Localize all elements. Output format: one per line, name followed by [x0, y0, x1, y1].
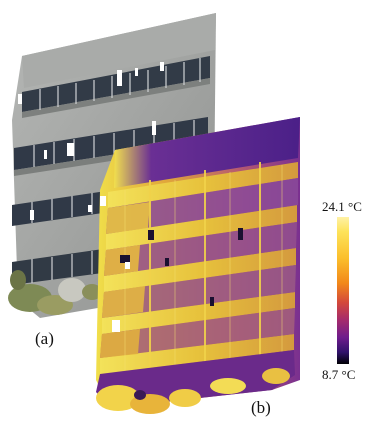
panel-b-label: (b)	[251, 398, 271, 417]
facade-thermal-pointcloud	[96, 117, 300, 414]
thermal-vegetation	[96, 368, 290, 414]
thermal-warm-left	[100, 202, 150, 358]
thermal-window-rows	[100, 178, 298, 358]
colorbar-min-label: 8.7 °C	[322, 367, 356, 382]
facade-parapet	[22, 13, 216, 88]
colorbar-max-label: 24.1 °C	[322, 199, 362, 214]
panel-a-label: (a)	[35, 329, 54, 348]
thermal-mullions	[149, 162, 261, 395]
thermal-white-gaps	[100, 196, 130, 332]
pointcloud-gaps-a	[18, 62, 164, 220]
temperature-colorbar	[337, 217, 349, 364]
vegetation-a	[8, 270, 102, 315]
thermal-roof	[114, 117, 300, 188]
thermal-window-frames	[124, 165, 283, 398]
window-band-4	[12, 248, 110, 285]
thermal-gaps	[120, 228, 243, 306]
thermal-ground-floor	[96, 350, 295, 408]
